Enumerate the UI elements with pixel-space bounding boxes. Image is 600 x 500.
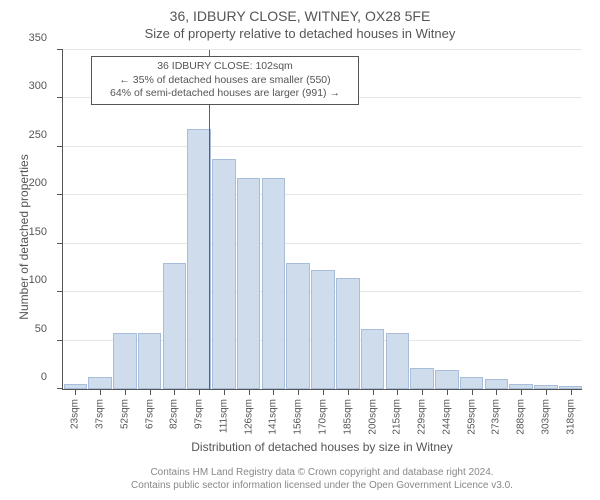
x-tick-label: 259sqm <box>466 399 477 435</box>
footer-line-2: Contains public sector information licen… <box>62 479 582 492</box>
gridline <box>63 243 582 244</box>
histogram-bar <box>311 270 335 389</box>
y-tick-mark <box>57 194 63 195</box>
chart-subtitle: Size of property relative to detached ho… <box>0 26 600 41</box>
x-tick-label: 67sqm <box>144 399 155 429</box>
y-tick-mark <box>57 49 63 50</box>
chart-title: 36, IDBURY CLOSE, WITNEY, OX28 5FE <box>0 8 600 24</box>
x-axis-label: Distribution of detached houses by size … <box>62 440 582 454</box>
y-tick-label: 350 <box>29 32 47 44</box>
x-tick-mark <box>273 389 274 395</box>
histogram-bar <box>286 263 310 389</box>
x-tick-label: 97sqm <box>194 399 205 429</box>
x-tick-mark <box>521 389 522 395</box>
x-tick-mark <box>199 389 200 395</box>
x-tick-mark <box>100 389 101 395</box>
x-tick-mark <box>447 389 448 395</box>
y-tick-mark <box>57 291 63 292</box>
x-tick-label: 52sqm <box>119 399 130 429</box>
x-tick-label: 111sqm <box>218 399 229 433</box>
x-tick-label: 82sqm <box>169 399 180 429</box>
y-tick-label: 100 <box>29 274 47 286</box>
histogram-bar <box>361 329 385 389</box>
gridline <box>63 49 582 50</box>
x-tick-mark <box>373 389 374 395</box>
x-tick-mark <box>249 389 250 395</box>
x-tick-label: 288sqm <box>516 399 527 435</box>
histogram-bar <box>163 263 187 389</box>
annotation-box: 36 IDBURY CLOSE: 102sqm ← 35% of detache… <box>91 56 359 105</box>
x-tick-label: 126sqm <box>243 399 254 435</box>
x-tick-label: 23sqm <box>70 399 81 429</box>
y-tick-label: 200 <box>29 177 47 189</box>
y-tick-mark <box>57 97 63 98</box>
x-tick-mark <box>571 389 572 395</box>
x-tick-mark <box>75 389 76 395</box>
gridline <box>63 146 582 147</box>
x-tick-label: 185sqm <box>342 399 353 435</box>
histogram-bar <box>262 178 286 389</box>
x-tick-label: 200sqm <box>367 399 378 435</box>
x-tick-label: 244sqm <box>441 399 452 435</box>
x-tick-mark <box>422 389 423 395</box>
y-tick-label: 0 <box>41 371 47 383</box>
histogram-bar <box>88 377 112 389</box>
histogram-bar <box>237 178 261 389</box>
annotation-line-3: 64% of semi-detached houses are larger (… <box>98 87 352 101</box>
histogram-bar <box>460 377 484 389</box>
histogram-bar <box>187 129 211 389</box>
x-tick-mark <box>348 389 349 395</box>
histogram-bar <box>386 333 410 389</box>
x-tick-label: 141sqm <box>268 399 279 435</box>
x-tick-mark <box>496 389 497 395</box>
histogram-bar <box>336 278 360 389</box>
x-tick-mark <box>150 389 151 395</box>
x-tick-mark <box>546 389 547 395</box>
x-tick-mark <box>174 389 175 395</box>
y-tick-label: 300 <box>29 80 47 92</box>
x-tick-mark <box>224 389 225 395</box>
footer-line-1: Contains HM Land Registry data © Crown c… <box>62 466 582 479</box>
y-tick-label: 50 <box>35 323 47 335</box>
histogram-bar <box>113 333 137 389</box>
x-tick-label: 215sqm <box>392 399 403 435</box>
histogram-bar <box>485 379 509 389</box>
y-tick-label: 250 <box>29 129 47 141</box>
histogram-bar <box>410 368 434 389</box>
x-tick-mark <box>397 389 398 395</box>
histogram-bar <box>435 370 459 389</box>
x-tick-mark <box>472 389 473 395</box>
x-tick-label: 156sqm <box>293 399 304 435</box>
x-tick-label: 318sqm <box>565 399 576 435</box>
plot-area: 05010015020025030035023sqm37sqm52sqm67sq… <box>62 50 582 390</box>
histogram-bar <box>138 333 162 389</box>
y-tick-mark <box>57 340 63 341</box>
x-tick-mark <box>298 389 299 395</box>
gridline <box>63 194 582 195</box>
chart-container: { "title": "36, IDBURY CLOSE, WITNEY, OX… <box>0 0 600 500</box>
annotation-line-1: 36 IDBURY CLOSE: 102sqm <box>98 60 352 74</box>
x-tick-label: 303sqm <box>540 399 551 435</box>
y-tick-mark <box>57 388 63 389</box>
x-tick-label: 37sqm <box>95 399 106 429</box>
annotation-line-2: ← 35% of detached houses are smaller (55… <box>98 74 352 88</box>
y-tick-mark <box>57 243 63 244</box>
x-tick-mark <box>125 389 126 395</box>
x-tick-label: 229sqm <box>417 399 428 435</box>
x-tick-label: 273sqm <box>491 399 502 435</box>
chart-footer: Contains HM Land Registry data © Crown c… <box>62 466 582 492</box>
x-tick-mark <box>323 389 324 395</box>
y-tick-label: 150 <box>29 226 47 238</box>
x-tick-label: 170sqm <box>318 399 329 435</box>
y-tick-mark <box>57 146 63 147</box>
histogram-bar <box>212 159 236 389</box>
